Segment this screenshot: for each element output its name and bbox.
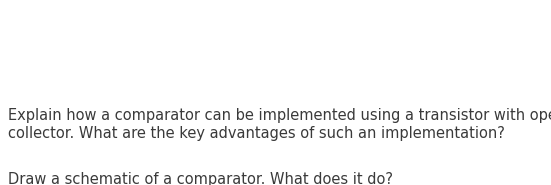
Text: Draw a schematic of a comparator. What does it do?: Draw a schematic of a comparator. What d… xyxy=(8,172,393,185)
Text: collector. What are the key advantages of such an implementation?: collector. What are the key advantages o… xyxy=(8,126,505,141)
Text: Explain how a comparator can be implemented using a transistor with open: Explain how a comparator can be implemen… xyxy=(8,108,551,123)
